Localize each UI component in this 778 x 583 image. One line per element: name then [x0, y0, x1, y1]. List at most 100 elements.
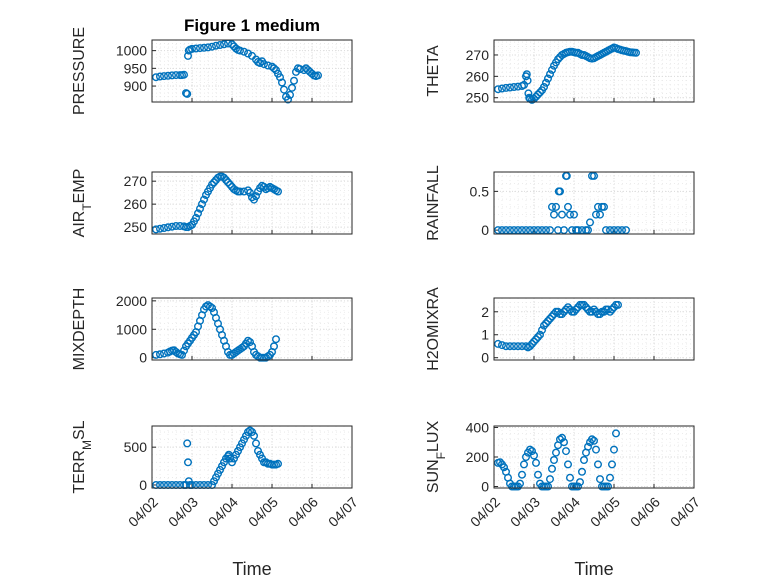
- data-point: [526, 445, 535, 454]
- data-point: [235, 46, 244, 55]
- data-point: [510, 342, 519, 351]
- axes-frame: [151, 297, 353, 361]
- y-tick-label: 0.5: [470, 183, 490, 199]
- data-point: [544, 74, 553, 83]
- data-point: [538, 326, 547, 335]
- scatter-series: [494, 429, 621, 491]
- data-point: [207, 180, 216, 189]
- axes-frame: [493, 425, 695, 489]
- data-point: [207, 42, 216, 51]
- subplot-theta: 250 260 270 THETA: [425, 39, 695, 106]
- data-point: [542, 78, 551, 87]
- data-point: [245, 426, 254, 435]
- data-point: [560, 438, 569, 447]
- data-point: [195, 204, 204, 213]
- data-point: [600, 202, 609, 211]
- data-point: [538, 226, 547, 235]
- data-point: [494, 85, 503, 94]
- data-point: [227, 458, 236, 467]
- data-point: [514, 226, 523, 235]
- data-point: [195, 44, 204, 53]
- subplot-h2omixra: 0 1 2 H2OMIXRA: [425, 287, 695, 371]
- data-point: [548, 65, 557, 74]
- data-point: [584, 226, 593, 235]
- data-point: [534, 226, 543, 235]
- data-point: [532, 335, 541, 344]
- data-point: [518, 226, 527, 235]
- data-point: [590, 305, 599, 314]
- data-point: [582, 303, 591, 312]
- y-tick-label: 0: [481, 222, 489, 238]
- y-tick-label: 1000: [116, 43, 147, 59]
- data-point: [506, 342, 515, 351]
- data-point: [530, 226, 539, 235]
- data-point: [526, 342, 535, 351]
- data-point: [163, 71, 172, 80]
- data-point: [243, 186, 252, 195]
- data-point: [536, 88, 545, 97]
- data-point: [183, 439, 192, 448]
- data-point: [239, 47, 248, 56]
- x-tick-label: 04/05: [587, 494, 623, 530]
- data-point: [552, 202, 561, 211]
- data-point: [167, 71, 176, 80]
- data-point: [227, 40, 236, 49]
- x-tick-label: 04/07: [325, 494, 361, 530]
- data-point: [564, 303, 573, 312]
- x-axis-label-right: Time: [574, 559, 613, 579]
- subplot-rainfall: 0 0.5 RAINFALL: [425, 165, 695, 241]
- plot-area: [152, 40, 352, 102]
- data-point: [155, 224, 164, 233]
- y-tick-label: 0: [139, 350, 147, 366]
- data-point: [542, 226, 551, 235]
- data-point: [554, 55, 563, 64]
- data-point: [514, 342, 523, 351]
- data-point: [219, 458, 228, 467]
- x-tick-label: 04/02: [467, 494, 503, 530]
- data-point: [155, 350, 164, 359]
- data-point: [606, 473, 615, 482]
- data-point: [528, 447, 537, 456]
- data-point: [536, 330, 545, 339]
- data-point: [502, 226, 511, 235]
- data-point: [546, 314, 555, 323]
- axes-frame: [493, 171, 695, 235]
- data-point: [272, 335, 281, 344]
- data-point: [502, 83, 511, 92]
- data-point: [606, 226, 615, 235]
- data-point: [211, 473, 220, 482]
- x-tick-label: 04/04: [547, 494, 583, 530]
- data-point: [494, 226, 503, 235]
- axes-frame: [493, 39, 695, 103]
- data-point: [247, 428, 256, 437]
- y-tick-label: 260: [124, 196, 148, 212]
- data-point: [243, 428, 252, 437]
- data-point: [606, 307, 615, 316]
- data-point: [548, 464, 557, 473]
- data-point: [590, 436, 599, 445]
- data-point: [506, 83, 515, 92]
- axes-frame: [151, 425, 353, 489]
- data-point: [558, 310, 567, 319]
- data-point: [530, 337, 539, 346]
- data-point: [256, 450, 265, 459]
- data-point: [510, 226, 519, 235]
- data-point: [526, 226, 535, 235]
- subplot-mixdepth: 0 1000 2000 MIXDEPTH: [71, 288, 353, 370]
- data-point: [550, 210, 559, 219]
- y-axis-label: SUNFLUX: [425, 421, 448, 494]
- data-point: [546, 70, 555, 79]
- data-point: [566, 210, 575, 219]
- data-point: [602, 226, 611, 235]
- data-point: [576, 478, 585, 487]
- data-point: [546, 226, 555, 235]
- data-point: [610, 445, 619, 454]
- data-point: [215, 465, 224, 474]
- data-point: [522, 453, 531, 462]
- data-point: [596, 210, 605, 219]
- y-tick-label: 950: [124, 60, 148, 76]
- scatter-series: [151, 301, 281, 362]
- data-point: [207, 304, 216, 313]
